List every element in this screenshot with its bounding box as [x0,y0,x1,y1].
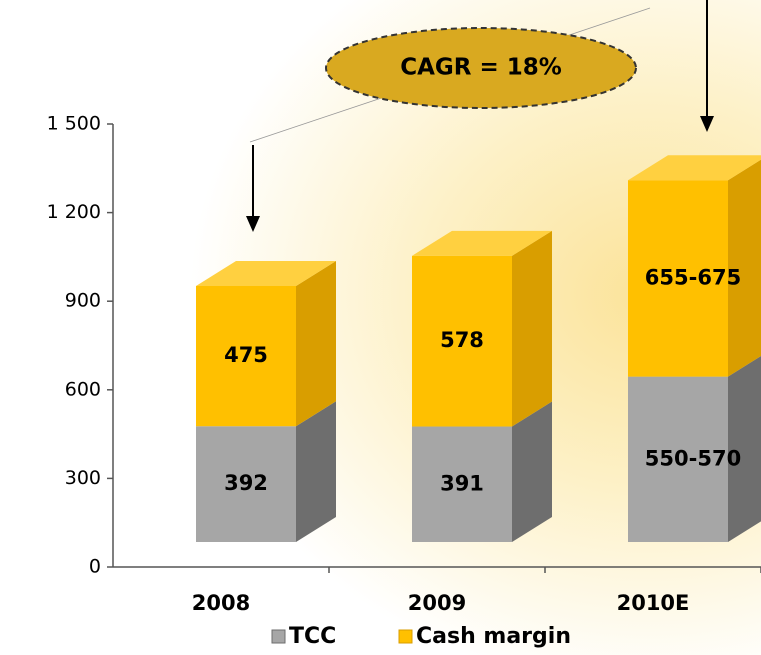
data-label: 391 [440,471,484,495]
y-tick-label: 600 [65,378,101,400]
x-tick-label: 2010E [617,591,690,615]
x-tick-label: 2009 [408,591,466,615]
bar-segment [628,355,761,542]
legend-label: TCC [289,624,336,649]
bar-front [412,255,512,427]
bar-side [512,230,552,427]
bar-side [512,401,552,542]
data-label: 392 [224,471,268,495]
y-tick-label: 900 [65,290,101,312]
x-tick-label: 2008 [192,591,250,615]
bar-side [728,159,761,377]
bar-front [196,285,296,427]
arrow-head [246,216,260,232]
data-label: 578 [440,328,484,352]
legend-label: Cash margin [416,624,571,649]
y-tick-label: 1 500 [47,113,101,135]
bar-segment [412,401,552,542]
bar-segment [628,155,761,377]
bar-top [412,230,552,256]
legend-swatch [398,629,413,644]
y-tick-label: 0 [89,556,101,578]
bar-top [196,260,336,286]
bar-front [196,426,296,542]
data-label: 655-675 [645,265,741,289]
annotation: CAGR = 18% [400,55,562,81]
bar-front [412,426,512,542]
bar-segment [196,401,336,542]
y-tick-label: 300 [65,467,101,489]
bar-front [628,376,728,542]
bar-side [728,355,761,542]
bar-side [296,401,336,542]
bar-segment [412,230,552,427]
bar-top [628,155,761,181]
legend-swatch [271,629,286,644]
data-label: 550-570 [645,446,741,470]
arrow-head [700,116,714,132]
annotation-bubble [325,27,637,109]
data-label: 475 [224,343,268,367]
y-tick-label: 1 200 [47,201,101,223]
bar-segment [196,260,336,427]
bar-front [628,180,728,377]
bar-side [296,260,336,427]
